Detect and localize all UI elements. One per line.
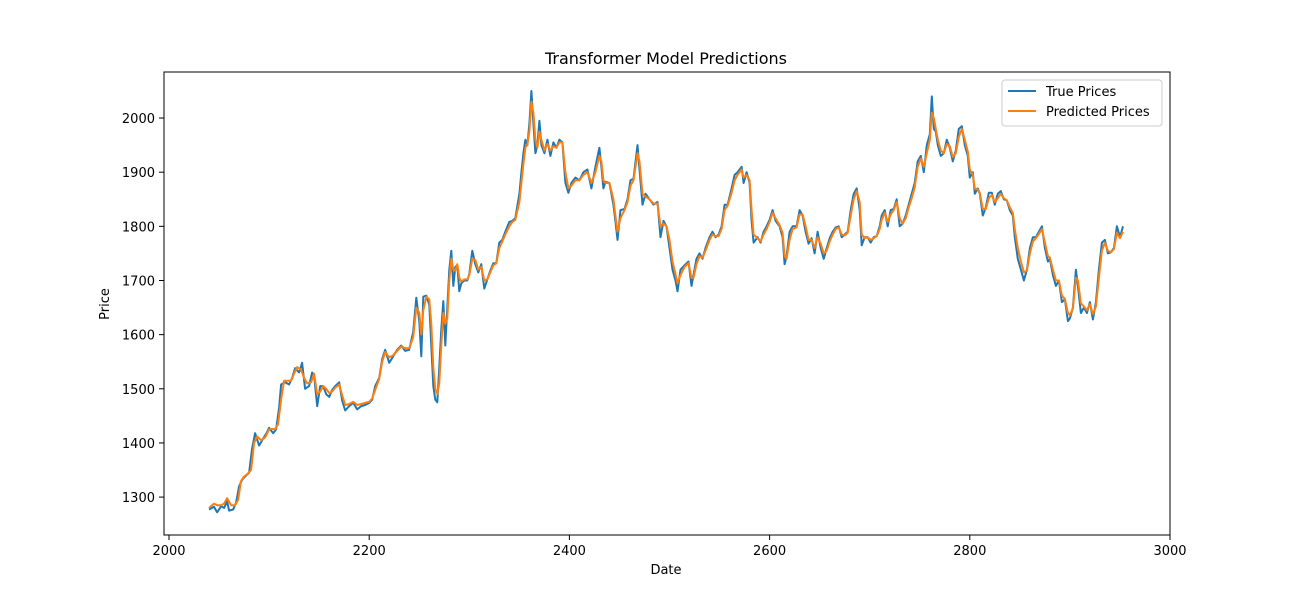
y-tick-label: 1900 [122, 166, 155, 181]
legend-label-predicted-prices: Predicted Prices [1046, 105, 1150, 120]
y-tick-label: 1300 [122, 491, 155, 506]
x-tick-label: 2000 [152, 544, 185, 559]
x-tick-label: 2800 [953, 544, 986, 559]
legend-box [1001, 79, 1163, 127]
x-tick-label: 3000 [1153, 544, 1186, 559]
y-axis: 1300 1400 1500 1600 1700 1800 1900 2000 [122, 112, 164, 506]
x-tick-label: 2600 [753, 544, 786, 559]
y-tick-label: 1600 [122, 329, 155, 344]
y-tick-label: 1400 [122, 437, 155, 452]
chart-title: Transformer Model Predictions [544, 49, 787, 68]
y-tick-label: 2000 [122, 112, 155, 127]
x-axis-label: Date [650, 563, 681, 578]
legend-label-true-prices: True Prices [1045, 85, 1116, 100]
x-axis: 2000 2200 2400 2600 2800 3000 [152, 535, 1187, 559]
plot-frame [163, 71, 1171, 536]
series-line-predicted-prices [208, 100, 1124, 509]
y-axis-label: Price [98, 288, 113, 320]
legend: True Prices Predicted Prices [1001, 79, 1163, 127]
x-tick-label: 2400 [553, 544, 586, 559]
y-tick-label: 1500 [122, 383, 155, 398]
plot-lines [208, 90, 1124, 514]
y-tick-label: 1700 [122, 274, 155, 289]
y-tick-label: 1800 [122, 220, 155, 235]
x-tick-label: 2200 [353, 544, 386, 559]
